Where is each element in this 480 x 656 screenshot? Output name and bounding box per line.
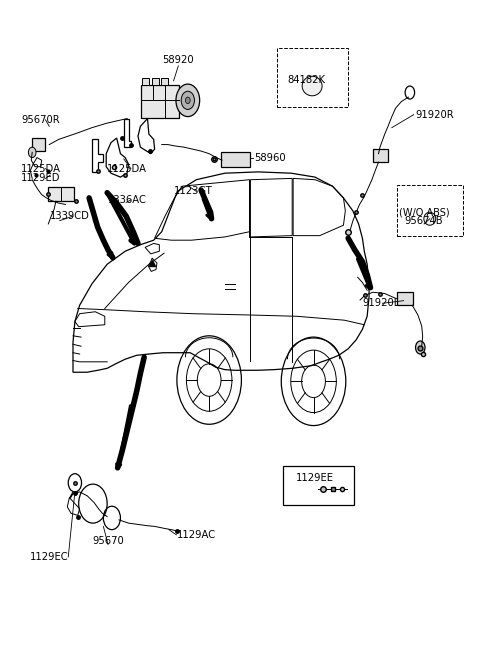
FancyBboxPatch shape — [32, 138, 46, 151]
Circle shape — [416, 341, 425, 354]
Text: 84182K: 84182K — [288, 75, 325, 85]
Text: 1129EC: 1129EC — [30, 552, 69, 562]
FancyBboxPatch shape — [161, 77, 168, 85]
Text: 91920R: 91920R — [416, 110, 454, 119]
Ellipse shape — [302, 76, 322, 96]
Text: 1123GT: 1123GT — [174, 186, 212, 196]
Text: 58960: 58960 — [254, 153, 286, 163]
Text: 91920L: 91920L — [362, 298, 400, 308]
FancyBboxPatch shape — [141, 85, 179, 118]
FancyBboxPatch shape — [48, 187, 74, 201]
Text: 1339CD: 1339CD — [50, 211, 90, 221]
Ellipse shape — [424, 213, 436, 225]
Text: 1129EE: 1129EE — [296, 473, 334, 483]
FancyBboxPatch shape — [373, 149, 388, 162]
Text: 95670R: 95670R — [22, 115, 60, 125]
Circle shape — [185, 97, 190, 104]
FancyBboxPatch shape — [396, 292, 413, 305]
Text: 95670: 95670 — [92, 537, 124, 546]
FancyBboxPatch shape — [152, 77, 159, 85]
Text: 1129ED: 1129ED — [21, 173, 60, 184]
Text: 1129AC: 1129AC — [178, 530, 216, 540]
Text: (W/O ABS): (W/O ABS) — [399, 207, 449, 217]
Text: 95674B: 95674B — [405, 216, 444, 226]
Circle shape — [28, 147, 36, 157]
Circle shape — [181, 91, 194, 110]
FancyBboxPatch shape — [142, 77, 149, 85]
FancyBboxPatch shape — [221, 152, 251, 167]
Text: 1125DA: 1125DA — [107, 163, 147, 174]
Circle shape — [176, 84, 200, 117]
Text: 58920: 58920 — [163, 54, 194, 64]
Text: 1336AC: 1336AC — [108, 195, 147, 205]
Text: 1125DA: 1125DA — [21, 163, 61, 174]
